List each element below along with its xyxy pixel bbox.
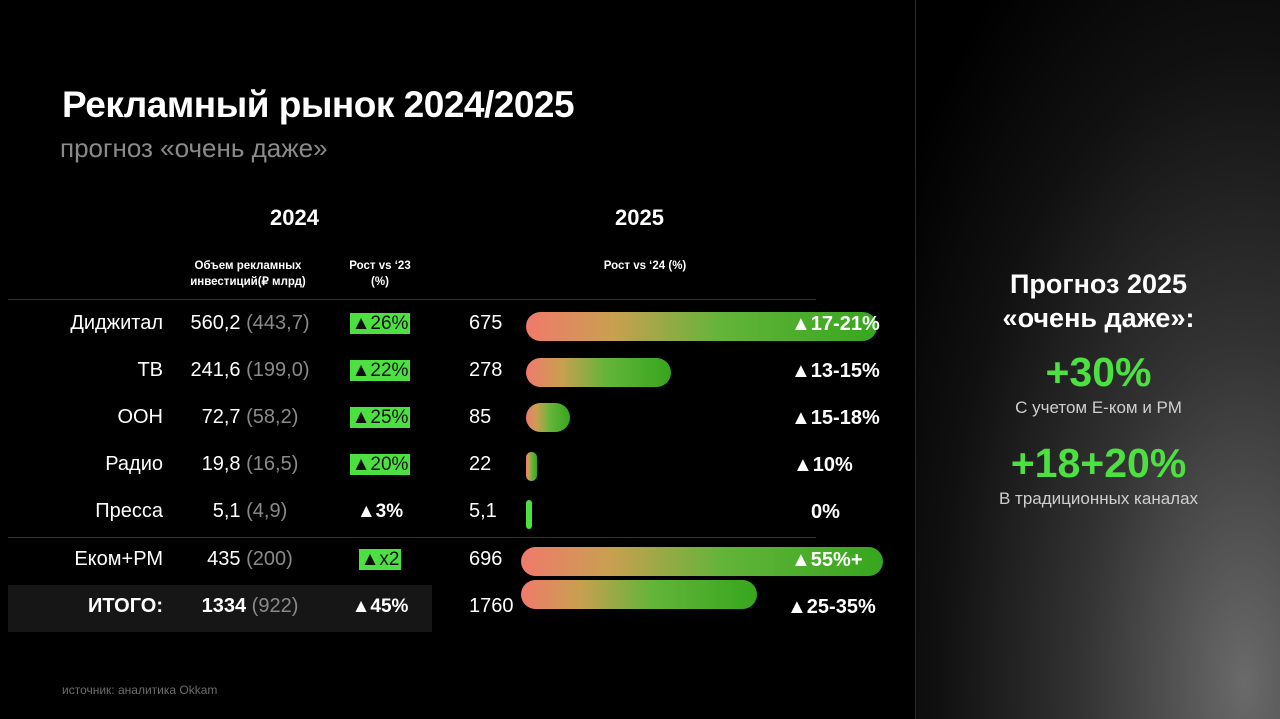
value-2023: (922) <box>251 595 299 617</box>
row-bar-2025 <box>521 547 883 576</box>
row-bar-2025 <box>526 403 571 432</box>
growth-2024-badge: ▲3% <box>356 501 404 522</box>
row-growth-2024: ▲x2 <box>330 549 430 571</box>
row-value-2024: 5,1 (4,9) <box>175 500 325 523</box>
row-growth-2025: ▲55%+ <box>791 549 863 571</box>
row-growth-2024: ▲45% <box>330 596 430 618</box>
value-2023: (58,2) <box>246 406 299 428</box>
row-category: ТВ <box>137 359 163 381</box>
row-value-2025: 85 <box>469 406 492 428</box>
forecast-total-caption: С учетом Е-ком и РМ <box>1015 398 1182 417</box>
row-value-2025: 278 <box>469 359 503 381</box>
value-2023: (443,7) <box>246 312 310 334</box>
forecast-title-line1: Прогноз 2025 <box>1009 269 1188 299</box>
row-growth-2025: 0% <box>811 501 840 523</box>
row-growth-2025: ▲25-35% <box>787 596 876 618</box>
row-category: Диджитал <box>70 312 163 334</box>
row-growth-2024: ▲25% <box>330 407 430 429</box>
growth-2024-badge: ▲26% <box>349 313 411 334</box>
forecast-title-line2: «очень даже»: <box>1002 303 1195 333</box>
row-bar-2025 <box>521 580 757 609</box>
header-divider <box>8 299 816 300</box>
year-2025-heading: 2025 <box>615 205 664 230</box>
growth-2024-badge: ▲25% <box>349 407 411 428</box>
forecast-panel: Прогноз 2025 «очень даже»: +30% С учетом… <box>915 0 1280 719</box>
row-value-2025: 696 <box>469 548 503 570</box>
ecom-divider <box>8 537 816 538</box>
value-2024: 19,8 <box>201 453 241 475</box>
row-growth-2025: ▲10% <box>793 454 853 476</box>
row-value-2025: 22 <box>469 453 492 475</box>
total-row-background <box>8 585 432 632</box>
forecast-traditional-caption: В традиционных каналах <box>998 489 1199 508</box>
col-growth24-header: Рост vs ‘24 (%) <box>603 260 687 272</box>
source-note: источник: аналитика Okkam <box>62 683 218 697</box>
row-bar-2025 <box>526 312 878 341</box>
growth-2024-badge: ▲x2 <box>358 549 402 570</box>
value-2023: (200) <box>246 548 293 570</box>
row-value-2024: 435 (200) <box>175 548 325 571</box>
row-growth-2024: ▲22% <box>330 360 430 382</box>
row-growth-2025: ▲13-15% <box>791 360 880 382</box>
row-category: OOH <box>117 406 163 428</box>
row-growth-2025: ▲15-18% <box>791 407 880 429</box>
row-category: ИТОГО: <box>88 595 163 617</box>
row-bar-2025 <box>526 452 538 481</box>
row-bar-2025 <box>526 500 532 529</box>
value-2023: (16,5) <box>246 453 299 475</box>
row-value-2025: 1760 <box>469 595 514 617</box>
col-growth23-header: Рост vs ‘23 (%) <box>330 258 430 290</box>
row-value-2024: 19,8 (16,5) <box>175 453 325 476</box>
value-2024: 560,2 <box>190 312 241 334</box>
page-title: Рекламный рынок 2024/2025 <box>62 84 575 125</box>
growth-2024-badge: ▲22% <box>349 360 411 381</box>
row-growth-2024: ▲20% <box>330 454 430 476</box>
row-category: Пресса <box>95 500 163 522</box>
col-growth23-line1: Рост vs ‘23 <box>349 260 411 272</box>
slide-main: Рекламный рынок 2024/2025 прогноз «очень… <box>8 84 883 697</box>
forecast-traditional-value: +18+20% <box>1010 440 1187 486</box>
value-2024: 5,1 <box>212 500 241 522</box>
growth-2024-badge: ▲20% <box>349 454 411 475</box>
value-2024: 435 <box>207 548 241 570</box>
row-growth-2025: ▲17-21% <box>791 313 880 335</box>
col-volume-header: Объем рекламных инвестиций(₽ млрд) <box>168 258 328 290</box>
col-volume-line1: Объем рекламных <box>194 260 302 272</box>
row-growth-2024: ▲3% <box>330 501 430 523</box>
row-growth-2024: ▲26% <box>330 313 430 335</box>
row-value-2025: 675 <box>469 312 503 334</box>
row-category: Радио <box>105 453 163 475</box>
row-value-2024: 241,6 (199,0) <box>175 359 325 382</box>
row-value-2025: 5,1 <box>469 500 497 522</box>
value-2024: 241,6 <box>190 359 241 381</box>
col-volume-line2: инвестиций(₽ млрд) <box>190 276 306 288</box>
col-growth23-line2: (%) <box>371 276 389 288</box>
growth-2024-badge: ▲45% <box>351 596 409 617</box>
page-subtitle: прогноз «очень даже» <box>60 133 328 163</box>
row-value-2024: 560,2 (443,7) <box>175 312 325 335</box>
year-2024-heading: 2024 <box>270 205 319 230</box>
row-category: Еком+РМ <box>74 548 163 570</box>
value-2024: 72,7 <box>201 406 241 428</box>
row-value-2024: 1334 (922) <box>175 595 325 618</box>
forecast-title: Прогноз 2025 «очень даже»: <box>916 267 1280 335</box>
forecast-total-value: +30% <box>1045 349 1152 395</box>
row-bar-2025 <box>526 358 671 387</box>
value-2023: (4,9) <box>246 500 288 522</box>
value-2023: (199,0) <box>246 359 310 381</box>
row-value-2024: 72,7 (58,2) <box>175 406 325 429</box>
value-2024: 1334 <box>201 595 247 617</box>
